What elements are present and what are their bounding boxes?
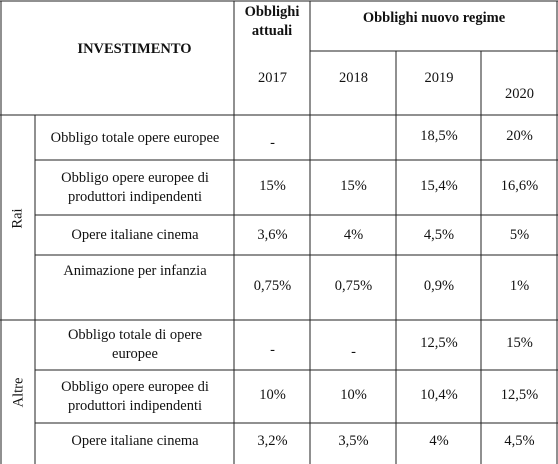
group-label-altre-text: Altre (9, 377, 26, 408)
table-cell: 15% (259, 177, 286, 194)
table-cell: 0,9% (423, 277, 455, 294)
table-cell: 4,5% (504, 432, 535, 449)
table-cell: 3,6% (257, 227, 288, 243)
table-cell: 20% (506, 127, 533, 144)
table-cell: 4,5% (423, 227, 455, 243)
table-cell: 3,5% (338, 432, 369, 449)
table-cell: 0,75% (253, 277, 292, 294)
table-cell: 15% (506, 334, 533, 351)
table-cell: 0,75% (334, 277, 373, 294)
header-year-2017: 2017 (258, 69, 287, 86)
group-label-rai: Rai (2, 116, 35, 320)
row-label: Obbligo opere europee di produttori indi… (61, 379, 209, 414)
table-cell: 5% (509, 227, 530, 243)
table-cell: 4% (343, 227, 364, 243)
table-cell: 10% (259, 386, 286, 403)
header-year-2020: 2020 (505, 85, 534, 102)
header-investimento: INVESTIMENTO (77, 41, 192, 57)
table-cell: 18,5% (420, 127, 458, 144)
table-cell: 10,4% (420, 386, 458, 403)
table-cell: 16,6% (500, 177, 539, 194)
header-obblighi-attuali: Obblighi attuali (244, 4, 300, 39)
header-year-2019: 2019 (424, 69, 454, 86)
row-label: Animazione per infanzia (63, 262, 207, 279)
header-obblighi-nuovo-regime: Obblighi nuovo regime (362, 9, 506, 26)
table-cell: 15% (340, 177, 367, 194)
table-cell: - (270, 134, 275, 151)
table-cell: 12,5% (420, 334, 458, 351)
table-cell: - (270, 341, 275, 358)
row-label: Obbligo totale opere europee (50, 129, 220, 146)
row-label: Opere italiane cinema (71, 227, 199, 243)
row-label: Obbligo totale di opere europee (67, 327, 203, 362)
group-label-altre: Altre (2, 321, 35, 464)
table-cell: 4% (429, 432, 449, 449)
row-label: Obbligo opere europee di produttori indi… (61, 170, 209, 205)
table-cell: 10% (340, 386, 367, 403)
group-label-rai-text: Rai (9, 207, 26, 229)
table-cell: 15,4% (420, 177, 458, 194)
row-label: Opere italiane cinema (71, 432, 199, 449)
header-year-2018: 2018 (339, 69, 368, 86)
table-cell: 12,5% (500, 386, 539, 403)
table-cell: 3,2% (257, 432, 288, 449)
table-cell (311, 126, 396, 160)
table-cell: - (351, 343, 356, 360)
table-cell: 1% (509, 277, 530, 294)
